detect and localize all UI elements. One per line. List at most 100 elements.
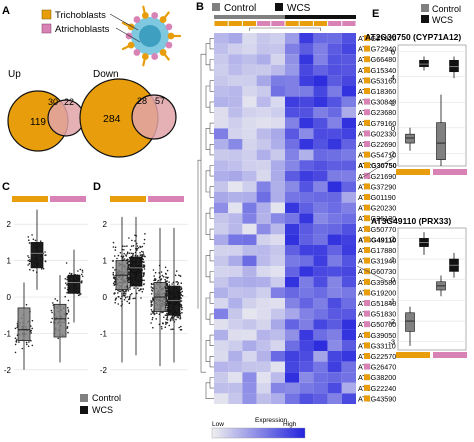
- data-point: [30, 332, 32, 334]
- heatmap-cell: [242, 75, 257, 86]
- heatmap-cell: [214, 149, 229, 161]
- heatmap-cell: [341, 329, 356, 341]
- data-point: [67, 317, 69, 320]
- heatmap-cell: [327, 234, 342, 245]
- gene-celltype-marker: [364, 172, 370, 179]
- data-point: [125, 255, 128, 257]
- data-point: [132, 297, 134, 300]
- heatmap-cell: [327, 298, 342, 309]
- heatmap-cell: [299, 245, 314, 256]
- heatmap-cell: [299, 192, 314, 203]
- heatmap-cell: [270, 382, 285, 394]
- data-point: [171, 316, 174, 319]
- heatmap-cell: [285, 234, 300, 245]
- data-point: [134, 297, 136, 300]
- venn-up-left-count: 119: [30, 117, 46, 128]
- heatmap-cell: [256, 340, 271, 351]
- y-tick-label: 6: [391, 47, 395, 56]
- heatmap-cell: [214, 340, 229, 351]
- heatmap-cell: [214, 234, 229, 245]
- atrichoblast-cell: [151, 53, 159, 60]
- data-point: [126, 300, 128, 303]
- data-point: [80, 273, 83, 276]
- heatmap-cell: [285, 54, 300, 65]
- heatmap-legend-wcs: WCS: [287, 3, 311, 14]
- heatmap-cell: [327, 351, 342, 362]
- data-point: [162, 276, 165, 278]
- heatmap-cell: [313, 223, 328, 235]
- data-point: [114, 269, 116, 271]
- column-celltype-cell: [328, 21, 342, 26]
- data-point: [64, 278, 67, 280]
- heatmap-cell: [214, 192, 229, 203]
- heatmap-cell: [327, 361, 342, 373]
- data-point: [32, 238, 35, 241]
- heatmap-cell: [228, 372, 243, 383]
- heatmap-cell: [327, 372, 342, 383]
- heatmap-cell: [327, 329, 342, 341]
- data-point: [126, 296, 128, 298]
- data-point: [165, 298, 167, 301]
- panel-e: E Control WCS AT2G30750 (CYP71A12) 6 4 2 0 -…: [365, 4, 467, 358]
- heatmap-cell: [341, 96, 356, 108]
- heatmap-cell: [270, 86, 285, 97]
- heatmap-cell: [214, 54, 229, 65]
- data-point: [151, 287, 154, 289]
- data-point: [127, 266, 130, 269]
- heatmap-cell: [341, 298, 356, 309]
- data-point: [140, 254, 142, 256]
- data-point: [50, 321, 52, 324]
- data-point: [155, 318, 157, 320]
- heatmap-cell: [242, 213, 257, 224]
- heatmap-cell: [299, 33, 314, 44]
- data-point: [165, 318, 168, 321]
- heatmap-cell: [313, 54, 328, 65]
- heatmap-cell: [299, 213, 314, 224]
- heatmap-cell: [285, 255, 300, 267]
- data-point: [132, 252, 135, 255]
- data-point: [142, 258, 144, 261]
- column-celltype-cell: [342, 21, 356, 26]
- column-celltype-cell: [257, 21, 271, 26]
- data-point: [112, 273, 114, 276]
- data-point: [165, 323, 167, 325]
- data-point: [177, 316, 180, 319]
- data-point: [130, 245, 133, 247]
- data-point: [166, 316, 169, 319]
- gene-label: AT1G60730: [358, 267, 396, 276]
- connector-cyp71a12: [356, 157, 394, 182]
- gene-label: AT4G22690: [358, 140, 396, 149]
- data-point: [144, 233, 146, 235]
- heatmap-cell: [256, 107, 271, 118]
- heatmap-cell: [313, 202, 328, 214]
- data-point: [137, 247, 140, 249]
- data-point: [77, 270, 79, 272]
- heatmap-cell: [327, 202, 342, 214]
- heatmap-cell: [214, 96, 229, 108]
- heatmap-cell: [341, 160, 356, 171]
- heatmap-cell: [228, 86, 243, 97]
- expression-colorbar: [211, 427, 306, 439]
- data-point: [30, 329, 33, 332]
- data-point: [56, 299, 59, 302]
- y-tick-label: -3: [388, 338, 395, 347]
- heatmap-cell: [214, 393, 229, 404]
- heatmap-cell: [299, 340, 314, 351]
- y-tick-label: 2: [103, 220, 108, 229]
- heatmap-cell: [341, 393, 356, 404]
- data-point: [113, 255, 116, 257]
- data-point: [127, 280, 129, 282]
- y-tick-label: -2: [388, 317, 395, 326]
- heatmap-cell: [242, 160, 257, 171]
- data-point: [180, 306, 182, 308]
- data-point: [140, 250, 143, 253]
- heatmap-cell: [341, 33, 356, 44]
- data-point: [143, 279, 145, 282]
- e-legend-swatch-control: [421, 4, 429, 12]
- heatmap-cell: [256, 86, 271, 97]
- heatmap-cell: [242, 107, 257, 118]
- panel-c-trichoblast-bar: [12, 196, 48, 202]
- heatmap-cell: [214, 223, 229, 235]
- data-point: [27, 345, 30, 348]
- heatmap-cell: [214, 170, 229, 182]
